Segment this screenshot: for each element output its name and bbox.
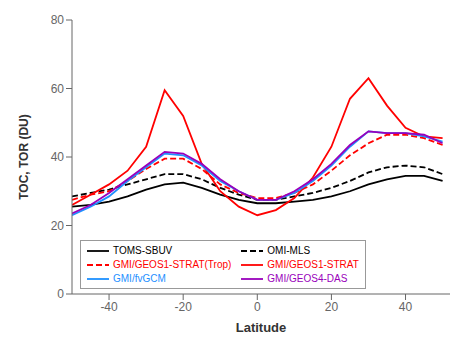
svg-text:60: 60 — [51, 82, 65, 96]
svg-text:40: 40 — [399, 300, 413, 314]
svg-text:-40: -40 — [100, 300, 118, 314]
svg-text:-20: -20 — [175, 300, 193, 314]
html-text:GMI/fvGCM: GMI/fvGCM — [113, 273, 166, 284]
html-text:OMI-MLS: OMI-MLS — [267, 245, 311, 256]
svg-text:0: 0 — [254, 300, 261, 314]
svg-text:Latitude: Latitude — [236, 320, 287, 335]
html-text:GMI/GEOS1-STRAT: GMI/GEOS1-STRAT — [267, 259, 359, 270]
svg-text:0: 0 — [57, 287, 64, 301]
html-text:GMI/GEOS4-DAS: GMI/GEOS4-DAS — [267, 273, 348, 284]
svg-text:TOC, TOR (DU): TOC, TOR (DU) — [17, 114, 31, 200]
svg-text:20: 20 — [51, 219, 65, 233]
html-text:GMI/GEOS1-STRAT(Trop): GMI/GEOS1-STRAT(Trop) — [113, 259, 232, 270]
svg-text:80: 80 — [51, 13, 65, 27]
html-text:TOMS-SBUV: TOMS-SBUV — [113, 245, 173, 256]
svg-text:20: 20 — [325, 300, 339, 314]
svg-text:40: 40 — [51, 150, 65, 164]
